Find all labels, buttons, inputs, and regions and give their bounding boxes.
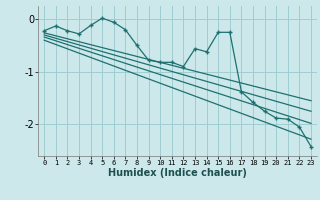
X-axis label: Humidex (Indice chaleur): Humidex (Indice chaleur) (108, 168, 247, 178)
